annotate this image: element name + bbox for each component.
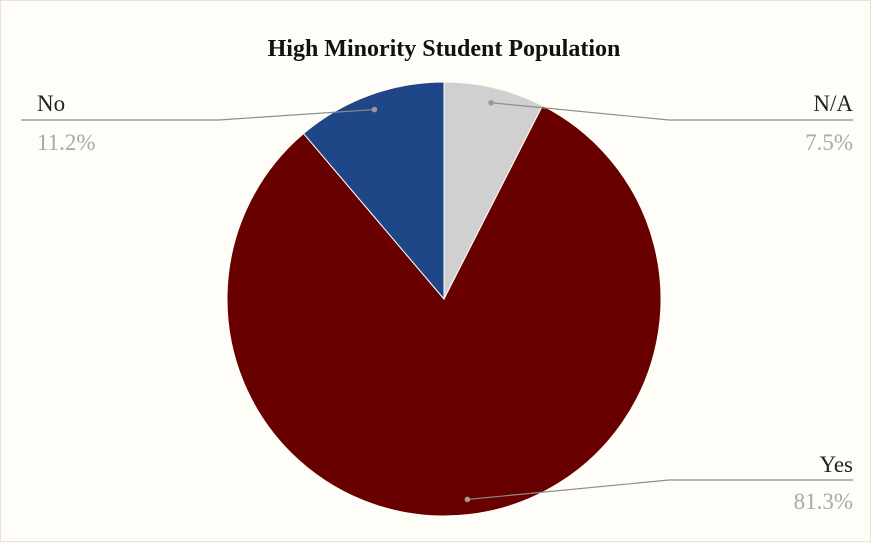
- leader-lines: [21, 99, 853, 503]
- pie-slice-n-a: [443, 81, 544, 300]
- slice-value-no: 11.2%: [37, 130, 96, 155]
- pie-slice-no: [302, 81, 445, 301]
- data-labels: N/A 7.5% Yes 81.3% No 11.2%: [37, 91, 853, 514]
- chart-title: High Minority Student Population: [268, 36, 621, 62]
- slice-label-n-a: N/A: [813, 91, 853, 116]
- pie-slice-yes: [226, 104, 662, 517]
- leader-line-yes: [467, 479, 853, 501]
- pie-slices: [226, 81, 662, 517]
- leader-dot-yes: [464, 496, 471, 503]
- slice-label-yes: Yes: [820, 452, 854, 477]
- leader-line-n-a: [491, 102, 853, 121]
- slice-value-n-a: 7.5%: [805, 130, 853, 155]
- leader-dot-n-a: [488, 99, 494, 106]
- slice-value-yes: 81.3%: [794, 489, 853, 514]
- leader-line-no: [21, 108, 375, 121]
- leader-dot-no: [371, 106, 378, 113]
- slice-label-no: No: [37, 91, 65, 116]
